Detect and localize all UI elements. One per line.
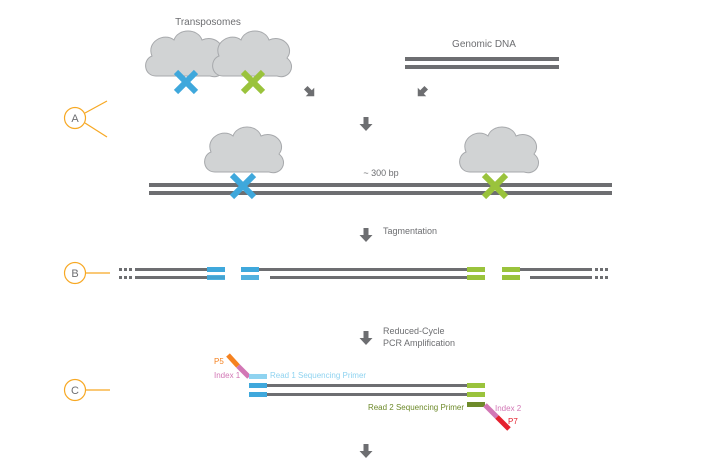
p5-label: P5 [214,357,224,366]
diagonal-arrow-left-icon [303,85,315,97]
p7-adapter [495,415,511,431]
transposome-bound-green-icon [459,126,540,200]
diagonal-arrow-right-icon [417,85,429,97]
read2-primer-block [467,402,485,407]
down-arrow-icon [359,444,373,458]
step-b-label: B [71,268,78,280]
down-arrow-icon [359,228,373,242]
p5-adapter [226,353,240,368]
fragmented-dna [119,267,608,280]
transposome-green-icon [212,30,293,95]
genomic-dna-strands [405,57,559,69]
index1-adapter [236,364,251,379]
read1-primer-block [249,374,267,379]
transposome-blue-icon [145,30,226,95]
down-arrow-icon [359,331,373,345]
transposomes-label: Transposomes [175,17,241,28]
index1-label: Index 1 [214,371,241,380]
index2-adapter [483,403,499,419]
down-arrow-icon [359,117,373,131]
p7-label: P7 [508,417,518,426]
step-a-marker: A [63,100,108,138]
step-a-label: A [71,113,79,125]
read1-primer-label: Read 1 Sequencing Primer [270,371,366,380]
transposome-bound-blue-icon [204,126,285,200]
index2-label: Index 2 [495,404,522,413]
amplified-library [226,353,511,431]
reduced-cycle-label: Reduced-Cycle [383,326,445,336]
read2-primer-label: Read 2 Sequencing Primer [368,403,464,412]
tagmentation-dna-strands [149,183,612,195]
tagmentation-label: Tagmentation [383,226,437,236]
step-b-marker: B [63,261,110,285]
pcr-amplification-label: PCR Amplification [383,338,455,348]
bp-label: ~ 300 bp [363,168,398,178]
genomic-dna-label: Genomic DNA [452,39,516,50]
step-c-marker: C [63,378,110,402]
step-c-label: C [71,385,79,397]
